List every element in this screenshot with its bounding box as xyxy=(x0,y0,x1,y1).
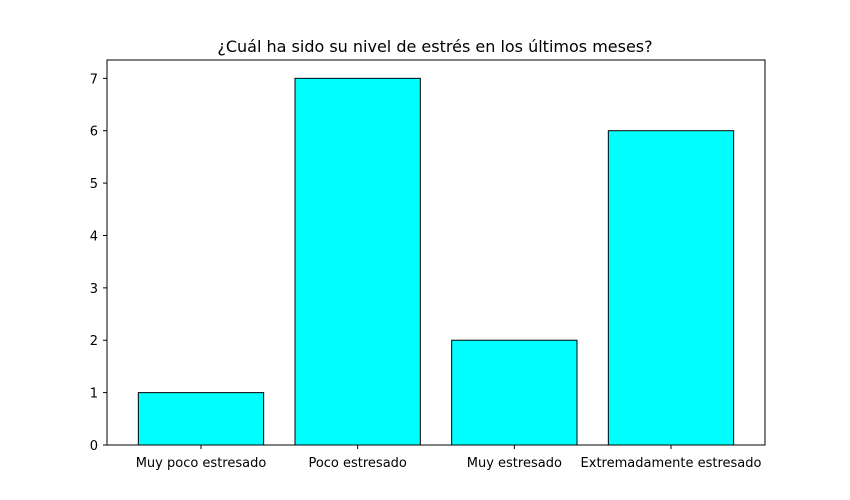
x-tick-label-0: Muy poco estresado xyxy=(136,456,267,471)
bar-1 xyxy=(294,77,421,446)
y-axis: 0 1 2 3 4 5 6 7 xyxy=(90,72,107,454)
y-tick-label-7: 7 xyxy=(90,72,98,87)
y-tick-label-0: 0 xyxy=(90,439,98,454)
chart-title: ¿Cuál ha sido su nivel de estrés en los … xyxy=(217,37,652,56)
x-axis: Muy poco estresado Poco estresado Muy estr… xyxy=(136,445,762,471)
y-tick-label-2: 2 xyxy=(90,334,98,349)
x-tick-label-3: Extremadamente estresado xyxy=(581,456,762,471)
y-tick-label-3: 3 xyxy=(90,282,98,297)
bar-3 xyxy=(607,130,735,446)
y-tick-label-6: 6 xyxy=(90,125,98,140)
y-tick-label-1: 1 xyxy=(90,387,98,402)
bar-2 xyxy=(451,339,578,446)
plot-frame xyxy=(106,59,766,446)
y-tick-label-4: 4 xyxy=(90,229,98,244)
y-tick-label-5: 5 xyxy=(90,177,98,192)
bars-group xyxy=(137,77,735,446)
x-tick-label-2: Muy estresado xyxy=(467,456,562,471)
bar-0 xyxy=(137,392,265,446)
x-tick-label-1: Poco estresado xyxy=(308,456,406,471)
